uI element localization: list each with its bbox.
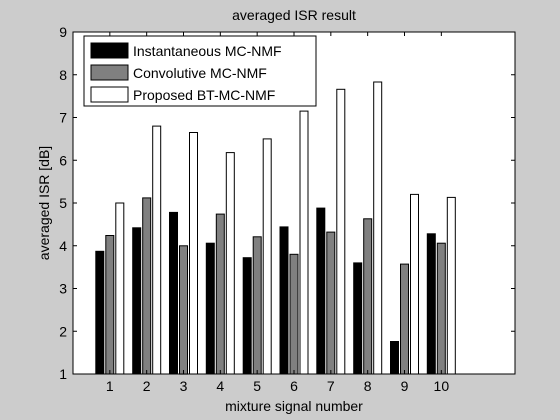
bar-convolutive-mc-nmf-7 xyxy=(326,231,336,375)
bar-convolutive-mc-nmf-5 xyxy=(252,236,262,375)
bar-instantaneous-mc-nmf-3 xyxy=(169,211,178,375)
y-tick-label-9: 9 xyxy=(59,24,67,40)
legend-label-proposed: Proposed BT-MC-NMF xyxy=(133,87,275,103)
legend-swatch-proposed xyxy=(90,86,129,103)
axis-ticks: 1 2 3 4 5 6 7 8 9 10 1 2 3 4 5 6 7 8 9 xyxy=(59,24,515,394)
bar-proposed-bt-mc-nmf-8 xyxy=(373,81,383,375)
legend-swatch-convolutive xyxy=(90,64,129,81)
bar-instantaneous-mc-nmf-9 xyxy=(390,341,399,375)
bar-convolutive-mc-nmf-1 xyxy=(105,235,115,375)
y-tick-label-3: 3 xyxy=(59,281,67,297)
bar-instantaneous-mc-nmf-10 xyxy=(426,233,436,375)
bar-proposed-bt-mc-nmf-10 xyxy=(446,196,456,375)
x-tick-label-6: 6 xyxy=(290,378,298,394)
bar-proposed-bt-mc-nmf-9 xyxy=(410,193,419,375)
bar-proposed-bt-mc-nmf-4 xyxy=(225,152,235,375)
x-axis-label: mixture signal number xyxy=(225,398,363,414)
bar-instantaneous-mc-nmf-2 xyxy=(132,227,142,375)
legend-swatch-instantaneous xyxy=(90,42,129,59)
bar-convolutive-mc-nmf-4 xyxy=(215,213,225,375)
bar-proposed-bt-mc-nmf-3 xyxy=(189,132,198,375)
x-tick-label-5: 5 xyxy=(253,378,261,394)
y-tick-label-7: 7 xyxy=(59,110,67,126)
bar-instantaneous-mc-nmf-7 xyxy=(316,207,326,375)
x-tick-label-1: 1 xyxy=(106,378,114,394)
x-tick-label-9: 9 xyxy=(401,378,409,394)
bar-convolutive-mc-nmf-3 xyxy=(179,245,188,375)
y-tick-label-4: 4 xyxy=(59,238,67,254)
bar-convolutive-mc-nmf-9 xyxy=(400,263,409,375)
bar-proposed-bt-mc-nmf-7 xyxy=(336,88,346,375)
bar-proposed-bt-mc-nmf-2 xyxy=(152,125,162,375)
x-tick-label-10: 10 xyxy=(434,378,450,394)
y-tick-label-8: 8 xyxy=(59,67,67,83)
bar-proposed-bt-mc-nmf-5 xyxy=(262,138,272,375)
bar-proposed-bt-mc-nmf-1 xyxy=(115,202,125,375)
legend-label-instantaneous: Instantaneous MC-NMF xyxy=(133,43,282,59)
y-axis-label: averaged ISR [dB] xyxy=(36,146,52,260)
bar-instantaneous-mc-nmf-4 xyxy=(205,242,215,375)
y-tick-label-1: 1 xyxy=(59,366,67,382)
bar-convolutive-mc-nmf-10 xyxy=(436,242,446,375)
x-tick-label-4: 4 xyxy=(216,378,224,394)
legend-label-convolutive: Convolutive MC-NMF xyxy=(133,65,267,81)
bar-proposed-bt-mc-nmf-6 xyxy=(299,110,309,375)
bar-convolutive-mc-nmf-8 xyxy=(363,218,373,375)
bar-instantaneous-mc-nmf-8 xyxy=(353,262,363,375)
y-tick-label-5: 5 xyxy=(59,195,67,211)
bar-instantaneous-mc-nmf-5 xyxy=(242,257,252,375)
plot-frame xyxy=(72,31,516,375)
chart-title: averaged ISR result xyxy=(232,7,356,23)
x-tick-label-8: 8 xyxy=(364,378,372,394)
bar-instantaneous-mc-nmf-1 xyxy=(95,250,105,375)
y-tick-label-2: 2 xyxy=(59,323,67,339)
bar-convolutive-mc-nmf-6 xyxy=(289,253,299,375)
x-tick-label-3: 3 xyxy=(180,378,188,394)
x-tick-label-2: 2 xyxy=(143,378,151,394)
legend: Instantaneous MC-NMF Convolutive MC-NMF … xyxy=(83,35,317,107)
bar-instantaneous-mc-nmf-6 xyxy=(279,226,289,375)
bar-convolutive-mc-nmf-2 xyxy=(142,197,152,375)
x-tick-label-7: 7 xyxy=(327,378,335,394)
y-tick-label-6: 6 xyxy=(59,152,67,168)
